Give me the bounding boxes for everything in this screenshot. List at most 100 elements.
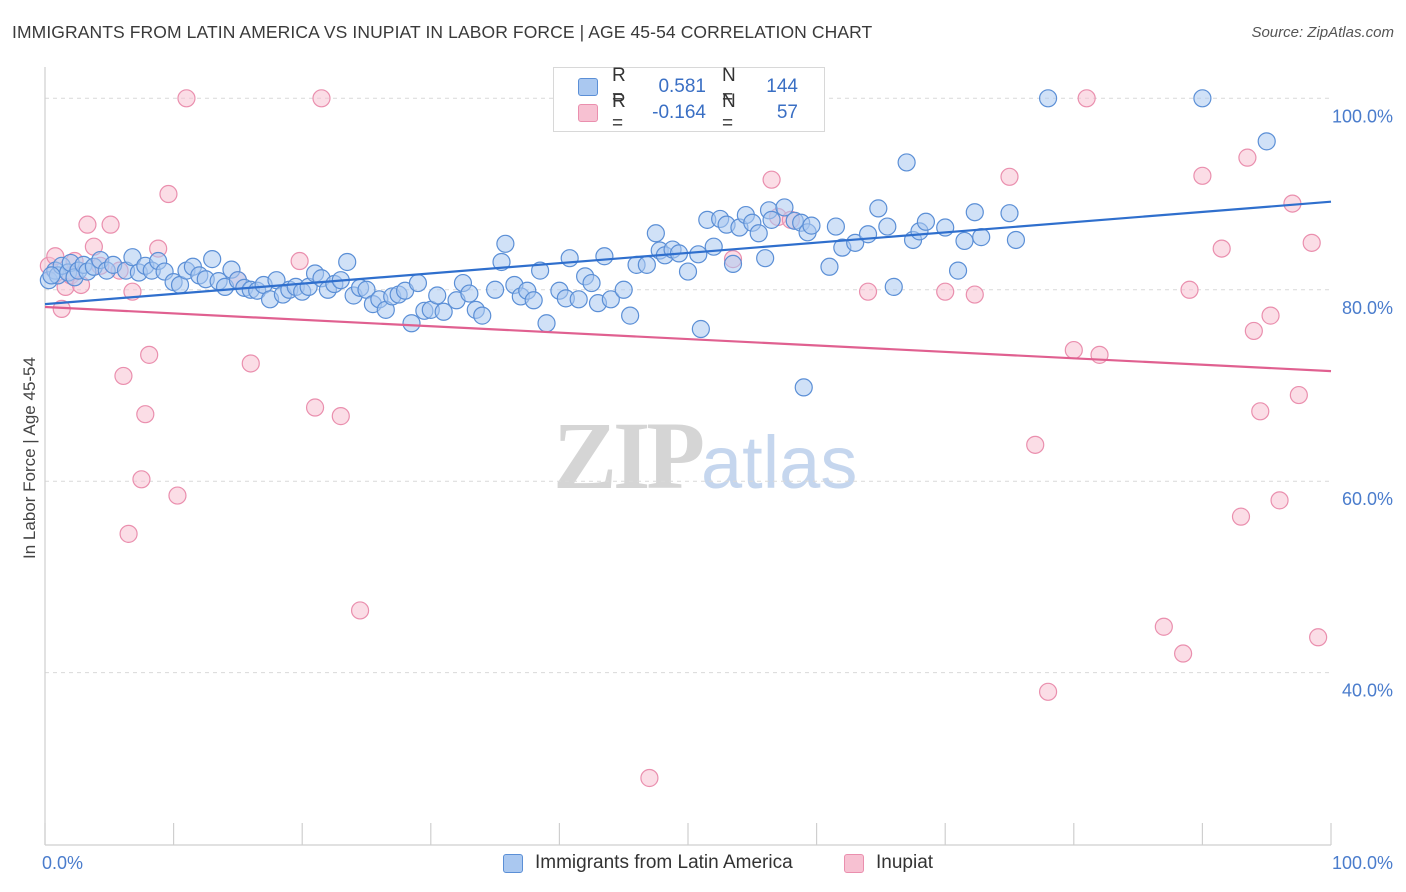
latin-america-point bbox=[473, 306, 492, 325]
latin-america-point bbox=[434, 302, 453, 321]
y-tick-label: 80.0% bbox=[1342, 298, 1393, 318]
inupiat-point bbox=[1302, 233, 1321, 252]
inupiat-point bbox=[1238, 148, 1257, 167]
legend-row-latin-america: R = 0.581 N = 144 bbox=[578, 65, 798, 108]
inupiat-point bbox=[101, 215, 120, 234]
chart-title: IMMIGRANTS FROM LATIN AMERICA VS INUPIAT… bbox=[12, 22, 873, 42]
trend-lines bbox=[44, 200, 1332, 373]
legend-swatch-blue bbox=[578, 78, 598, 96]
axes bbox=[44, 67, 1332, 846]
correlation-legend: R = 0.581 N = 144 R = -0.164 N = 57 bbox=[553, 65, 825, 134]
latin-america-point bbox=[820, 257, 839, 276]
watermark-zip: ZIP bbox=[553, 402, 705, 509]
latin-america-point bbox=[569, 290, 588, 309]
x-tick-label: 100.0% bbox=[1332, 853, 1393, 873]
latin-america-point bbox=[123, 248, 142, 267]
inupiat-point bbox=[168, 486, 187, 505]
inupiat-point bbox=[1251, 402, 1270, 421]
latin-america-point bbox=[916, 212, 936, 231]
inupiat-point bbox=[1261, 306, 1280, 325]
latin-america-point bbox=[826, 217, 845, 236]
latin-america-point bbox=[537, 314, 556, 333]
source-credit: Source: ZipAtlas.com bbox=[1251, 24, 1394, 41]
latin-america-point bbox=[723, 254, 743, 274]
inupiat-point bbox=[762, 170, 781, 189]
latin-america-point bbox=[762, 210, 781, 229]
inupiat-point bbox=[290, 251, 309, 271]
y-tick-label: 40.0% bbox=[1342, 681, 1393, 701]
latin-america-point bbox=[878, 217, 897, 236]
legend-n-value: 144 bbox=[766, 76, 798, 97]
grid-lines bbox=[45, 97, 1331, 674]
latin-america-point bbox=[897, 153, 916, 172]
y-tick-label: 100.0% bbox=[1332, 106, 1393, 126]
bottom-legend-label: Immigrants from Latin America bbox=[535, 852, 793, 873]
inupiat-point bbox=[1000, 167, 1019, 186]
inupiat-point bbox=[1154, 617, 1173, 636]
bottom-legend-inupiat: Inupiat bbox=[844, 852, 933, 874]
axis-labels: 40.0% 60.0% 80.0% 100.0% 0.0% 100.0% In Labor … bbox=[20, 106, 1393, 873]
legend-r-label: R = bbox=[612, 65, 626, 108]
latin-america-point bbox=[486, 280, 505, 299]
inupiat-point bbox=[331, 407, 350, 426]
latin-america-point bbox=[203, 250, 222, 269]
inupiat-point bbox=[936, 282, 955, 301]
latin-america-point bbox=[965, 203, 984, 222]
y-axis-label: In Labor Force | Age 45-54 bbox=[20, 357, 39, 559]
inupiat-point bbox=[159, 184, 178, 204]
inupiat-point bbox=[140, 345, 159, 364]
inupiat-point bbox=[1309, 628, 1328, 647]
latin-america-point bbox=[621, 306, 640, 325]
legend-n-label: N = bbox=[722, 65, 736, 108]
latin-america-point bbox=[560, 249, 579, 268]
inupiat-point bbox=[350, 601, 370, 620]
latin-america-point bbox=[749, 224, 768, 243]
latin-america-point bbox=[884, 277, 903, 296]
watermark-atlas: atlas bbox=[701, 421, 858, 504]
latin-america-point bbox=[42, 266, 61, 285]
latin-america-points bbox=[39, 89, 1276, 397]
bottom-legend-swatch-pink bbox=[844, 853, 864, 873]
latin-america-point bbox=[775, 198, 794, 217]
inupiat-point bbox=[1231, 507, 1251, 526]
inupiat-point bbox=[132, 470, 151, 489]
latin-america-point bbox=[1000, 204, 1019, 223]
inupiat-point bbox=[1244, 321, 1263, 341]
inupiat-point bbox=[1038, 682, 1058, 701]
latin-america-point bbox=[595, 247, 614, 266]
latin-america-point bbox=[955, 231, 974, 251]
latin-america-point bbox=[869, 199, 888, 218]
inupiat-point bbox=[78, 215, 97, 234]
legend-r-value: -0.164 bbox=[652, 102, 706, 123]
inupiat-point bbox=[312, 89, 331, 108]
latin-america-point bbox=[756, 249, 775, 268]
latin-america-point bbox=[531, 261, 550, 280]
inupiat-point bbox=[1193, 166, 1212, 185]
inupiat-points bbox=[39, 89, 1328, 788]
inupiat-point bbox=[114, 366, 133, 386]
bottom-legend-swatch-blue bbox=[503, 853, 523, 873]
latin-america-point bbox=[794, 378, 813, 397]
inupiat-point bbox=[1174, 644, 1193, 663]
inupiat-point bbox=[640, 768, 659, 788]
inupiat-point bbox=[136, 405, 155, 424]
latin-america-point bbox=[689, 245, 708, 264]
latin-america-point bbox=[637, 255, 656, 274]
inupiat-point bbox=[965, 285, 984, 304]
latin-america-point bbox=[1006, 230, 1026, 250]
latin-america-point bbox=[408, 273, 428, 293]
inupiat-point bbox=[1180, 280, 1199, 299]
latin-america-point bbox=[402, 314, 421, 333]
inupiat-point bbox=[119, 524, 138, 543]
legend-row-inupiat: R = -0.164 N = 57 bbox=[578, 91, 798, 134]
legend-n-label: N = bbox=[722, 91, 736, 134]
latin-america-point bbox=[948, 261, 968, 280]
latin-america-point bbox=[1038, 89, 1058, 108]
inupiat-point bbox=[1077, 89, 1096, 108]
inupiat-point bbox=[1212, 239, 1231, 258]
inupiat-point bbox=[858, 282, 878, 301]
legend-swatch-pink bbox=[578, 104, 598, 122]
bottom-legend-latin-america: Immigrants from Latin America bbox=[503, 852, 793, 874]
latin-america-point bbox=[524, 291, 543, 310]
